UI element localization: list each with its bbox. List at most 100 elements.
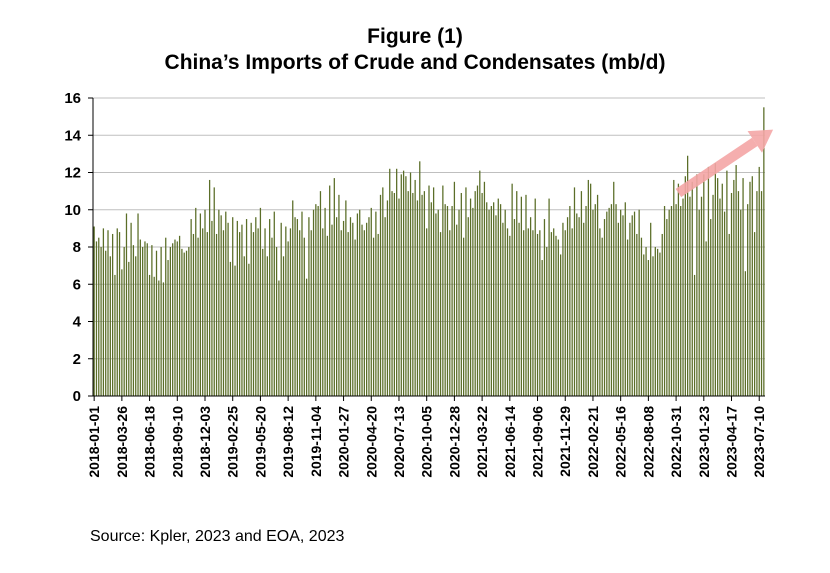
bar [626, 239, 629, 396]
arrow-head [747, 129, 774, 153]
bar [740, 209, 742, 396]
bar [652, 256, 654, 396]
bar [423, 191, 426, 396]
bar [232, 217, 234, 396]
bar [292, 200, 294, 396]
bar [490, 206, 492, 396]
bar [601, 237, 603, 396]
bar [698, 209, 700, 396]
bar [592, 209, 594, 396]
bar [647, 260, 650, 396]
bar [590, 183, 592, 396]
bar [624, 202, 626, 396]
bar [451, 206, 453, 396]
bar [539, 230, 541, 396]
bar [322, 228, 324, 396]
bar [509, 235, 511, 396]
bar [640, 237, 643, 396]
bar [363, 230, 365, 396]
bar [426, 228, 428, 396]
bar [463, 237, 465, 396]
bar [661, 233, 663, 396]
bar [372, 237, 375, 396]
bar [326, 235, 329, 396]
bar [481, 192, 483, 396]
bar [735, 165, 737, 396]
bar [506, 228, 509, 396]
bar [751, 176, 753, 396]
bar [578, 217, 580, 396]
bar [571, 228, 573, 396]
bar [275, 247, 278, 396]
bar [93, 226, 95, 396]
bar [349, 217, 352, 396]
bar [476, 185, 479, 396]
bar [167, 260, 169, 396]
bar [121, 269, 123, 396]
bar [204, 209, 206, 396]
bar [361, 224, 363, 396]
x-tick-label: 2018-06-18 [142, 406, 158, 478]
bar [656, 248, 659, 396]
bar [95, 241, 98, 396]
bar [460, 192, 462, 396]
bar [396, 168, 398, 396]
bar [747, 204, 749, 396]
bar [287, 241, 289, 396]
bar [435, 213, 437, 396]
bar [354, 239, 356, 396]
bar [197, 237, 199, 396]
bar [532, 230, 534, 396]
bar [719, 198, 721, 396]
bar [696, 174, 698, 396]
bar [190, 219, 192, 396]
bar [294, 217, 296, 396]
bar [412, 192, 414, 396]
bar [502, 222, 504, 396]
bar [153, 276, 155, 396]
trend-arrow [675, 129, 774, 198]
bar [617, 222, 619, 396]
bar [135, 256, 137, 396]
bar [516, 191, 518, 396]
bar [100, 247, 102, 396]
bar [536, 233, 539, 396]
x-tick-label: 2021-06-14 [502, 406, 518, 478]
bar [737, 191, 740, 396]
bar [636, 233, 638, 396]
x-tick-label: 2019-11-04 [308, 406, 324, 477]
bar [733, 179, 735, 396]
bar [285, 226, 287, 396]
bar [465, 187, 467, 396]
x-tick-label: 2020-01-27 [336, 406, 352, 478]
bar [453, 181, 456, 396]
bar [299, 230, 301, 396]
bar [312, 209, 315, 396]
bar [379, 194, 382, 396]
bar [744, 271, 747, 396]
bar [650, 222, 652, 396]
bar [356, 213, 359, 396]
bar [693, 274, 696, 396]
bar [393, 192, 395, 396]
x-tick-label: 2020-12-28 [446, 406, 462, 478]
bar [569, 206, 571, 396]
bar [659, 252, 661, 396]
bar [654, 247, 656, 396]
arrow-shaft [675, 137, 758, 198]
bar [541, 260, 543, 396]
x-tick-label: 2018-01-01 [86, 406, 102, 478]
bar [386, 200, 389, 396]
bar [416, 200, 419, 396]
bar [273, 211, 275, 396]
bar [518, 222, 520, 396]
bar [368, 217, 370, 396]
bar [257, 228, 259, 396]
bar [682, 198, 684, 396]
bar [215, 233, 218, 396]
bar [398, 198, 400, 396]
bar [580, 191, 583, 396]
bar [262, 248, 264, 396]
bar [721, 183, 723, 396]
bar [366, 222, 368, 396]
